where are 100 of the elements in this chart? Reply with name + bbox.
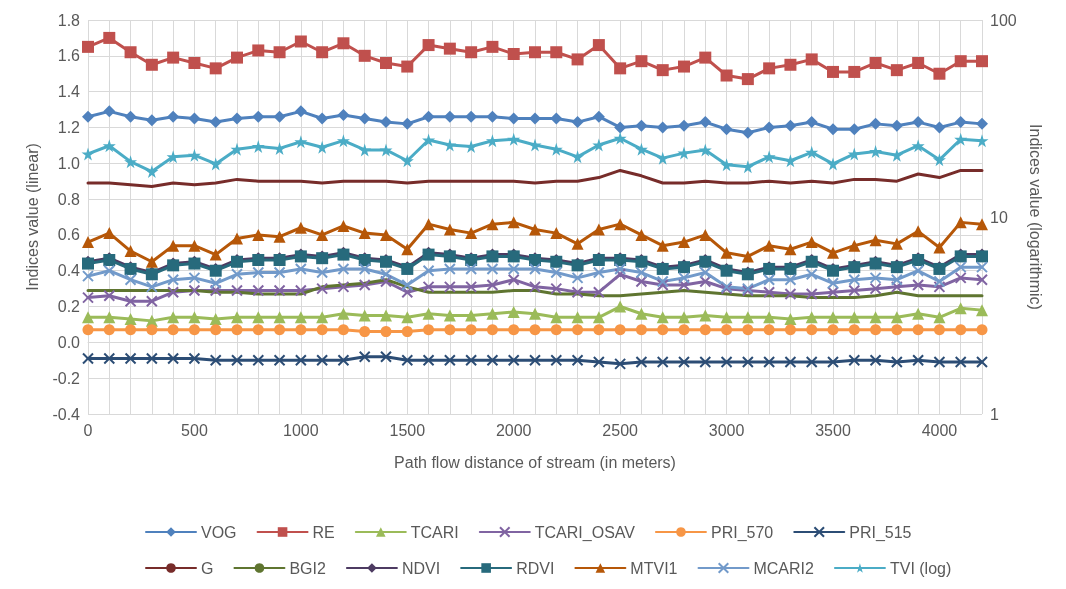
x-tick-label: 4000	[921, 421, 958, 439]
x-axis-title: Path flow distance of stream (in meters)	[394, 453, 676, 471]
point	[529, 307, 541, 320]
point	[188, 284, 201, 297]
point	[380, 275, 392, 288]
point	[742, 324, 754, 336]
point	[550, 354, 563, 367]
point	[912, 307, 925, 320]
point	[848, 239, 861, 252]
point	[486, 279, 499, 292]
point	[954, 356, 967, 369]
x-tick-label: 2500	[602, 421, 639, 439]
point	[102, 139, 116, 153]
point	[721, 324, 733, 336]
point	[380, 350, 392, 363]
point	[976, 356, 988, 369]
point	[209, 248, 222, 261]
point	[720, 123, 733, 136]
point	[763, 324, 775, 336]
x-tick-label: 3500	[815, 421, 851, 439]
legend-label: PRI_515	[849, 523, 912, 542]
point	[401, 60, 414, 73]
point	[337, 262, 350, 275]
point	[720, 356, 733, 369]
point	[167, 352, 180, 365]
point	[401, 326, 413, 338]
point	[635, 119, 648, 132]
point	[699, 324, 711, 336]
point	[358, 262, 371, 275]
point	[954, 271, 967, 284]
point	[294, 35, 307, 48]
point	[82, 40, 94, 53]
point	[635, 356, 648, 369]
point	[486, 262, 499, 275]
point	[358, 350, 371, 363]
point	[741, 250, 754, 263]
point	[976, 273, 988, 286]
x-tick-label: 1500	[389, 421, 426, 439]
point	[337, 354, 350, 367]
point	[465, 280, 478, 293]
point	[486, 110, 499, 123]
point	[316, 112, 329, 125]
point	[933, 275, 946, 288]
point	[678, 311, 690, 324]
point	[657, 324, 669, 336]
point	[316, 46, 329, 59]
point	[444, 324, 456, 336]
point	[678, 60, 690, 73]
point	[656, 311, 669, 324]
point	[507, 273, 520, 286]
point	[337, 280, 350, 293]
point	[486, 324, 498, 336]
point	[124, 352, 137, 365]
point	[699, 116, 712, 129]
point	[124, 295, 137, 308]
point	[976, 304, 988, 317]
point	[465, 354, 478, 367]
point	[550, 46, 563, 59]
point	[316, 282, 329, 295]
point	[954, 261, 967, 274]
point	[145, 295, 158, 308]
point	[656, 239, 669, 252]
point	[635, 324, 647, 336]
point	[443, 309, 456, 322]
point	[614, 324, 626, 336]
point	[167, 311, 180, 324]
point	[230, 142, 244, 156]
point	[571, 116, 584, 129]
point	[720, 311, 733, 324]
point	[486, 354, 499, 367]
point	[231, 311, 243, 324]
point	[252, 311, 265, 324]
point	[422, 133, 436, 147]
point	[976, 117, 988, 130]
point	[294, 105, 307, 118]
point	[422, 354, 435, 367]
point	[167, 324, 179, 336]
point	[358, 49, 371, 62]
point	[145, 114, 158, 127]
point	[252, 110, 265, 123]
point	[273, 266, 286, 279]
point	[869, 282, 882, 295]
point	[209, 157, 223, 171]
point	[252, 44, 265, 57]
point	[656, 356, 669, 369]
point	[848, 324, 860, 336]
point	[422, 307, 435, 320]
point	[358, 112, 371, 125]
point	[784, 58, 797, 71]
point	[337, 37, 350, 50]
point	[656, 275, 669, 288]
point	[209, 277, 222, 290]
point	[933, 67, 946, 80]
point	[529, 262, 541, 275]
point	[358, 143, 372, 157]
point	[167, 286, 180, 299]
point	[294, 311, 307, 324]
point	[933, 356, 946, 369]
point	[656, 279, 669, 292]
point	[167, 110, 180, 123]
